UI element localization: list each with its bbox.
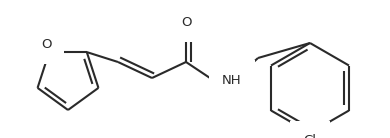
Text: NH: NH <box>222 74 242 87</box>
Text: O: O <box>181 15 191 29</box>
Text: O: O <box>41 38 51 51</box>
Text: Cl: Cl <box>303 134 317 138</box>
